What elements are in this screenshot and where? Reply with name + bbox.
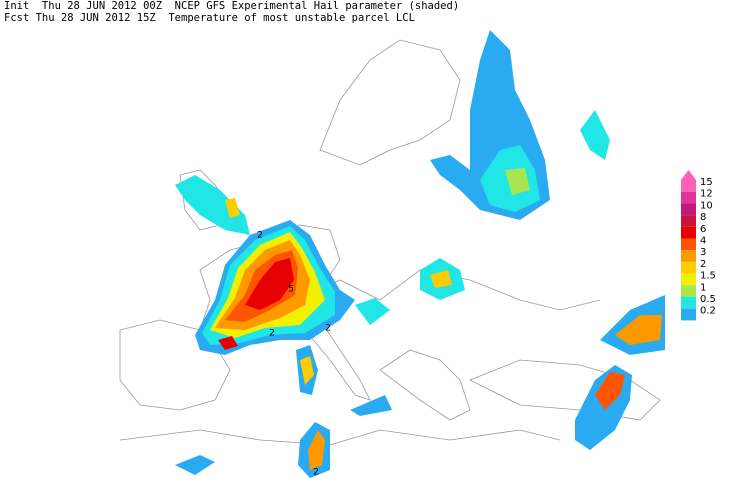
legend-label: 0.5 [700,294,716,305]
header-line: Fcst Thu 28 JUN 2012 15Z Temperature of … [4,12,415,24]
hail-shading [175,30,665,478]
legend-label: 1 [700,282,706,293]
legend-swatch [681,273,696,286]
legend-label: 3 [700,247,706,258]
header-line: Init Thu 28 JUN 2012 00Z NCEP GFS Experi… [4,0,460,12]
legend-label: 12 [700,189,713,200]
legend-label: 2 [700,259,706,270]
contour-label: 2 [325,324,331,334]
legend-swatch [681,238,696,251]
legend-swatch [681,226,696,239]
legend-swatch [681,250,696,262]
legend-label: 10 [700,200,713,211]
contour-labels: 2 5 2 2 2 [257,231,331,478]
coastlines [119,39,661,446]
legend-swatch [681,261,696,274]
contour-label: 5 [288,285,294,295]
legend-arrow [681,170,696,180]
legend-swatch [681,203,696,216]
legend-swatch [681,297,696,309]
contour-label: 2 [257,231,263,241]
legend-swatch [681,308,696,321]
legend-label: 8 [700,212,706,223]
legend-label: 15 [700,177,713,188]
legend-swatch [681,285,696,297]
legend-label: 1.5 [700,271,716,282]
legend-swatch [681,180,696,192]
legend-swatch [681,215,696,227]
contour-label: 2 [269,329,275,339]
contour-label: 2 [313,468,319,478]
legend-swatch [681,191,696,204]
legend-label: 0.2 [700,306,716,317]
legend-label: 4 [700,236,706,247]
legend-label: 6 [700,224,706,235]
